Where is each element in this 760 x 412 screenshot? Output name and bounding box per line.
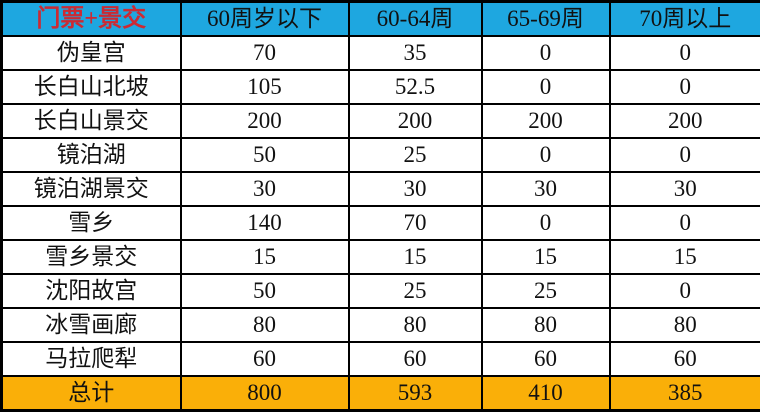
total-value-cell: 385 xyxy=(610,376,760,411)
value-cell: 35 xyxy=(349,36,482,70)
value-cell: 0 xyxy=(610,206,760,240)
age-group-header-cell: 60周岁以下 xyxy=(181,2,349,36)
value-cell: 0 xyxy=(482,206,610,240)
value-cell: 80 xyxy=(610,308,760,342)
row-label-cell: 雪乡景交 xyxy=(2,240,181,274)
row-label-cell: 伪皇宫 xyxy=(2,36,181,70)
value-cell: 52.5 xyxy=(349,70,482,104)
value-cell: 30 xyxy=(181,172,349,206)
value-cell: 0 xyxy=(610,36,760,70)
age-group-header-cell: 70周以上 xyxy=(610,2,760,36)
value-cell: 30 xyxy=(482,172,610,206)
row-label-cell: 镜泊湖 xyxy=(2,138,181,172)
value-cell: 200 xyxy=(349,104,482,138)
age-group-header-cell: 65-69周 xyxy=(482,2,610,36)
value-cell: 200 xyxy=(610,104,760,138)
value-cell: 0 xyxy=(482,70,610,104)
row-label-cell: 长白山北坡 xyxy=(2,70,181,104)
value-cell: 25 xyxy=(349,138,482,172)
value-cell: 200 xyxy=(181,104,349,138)
value-cell: 140 xyxy=(181,206,349,240)
value-cell: 80 xyxy=(349,308,482,342)
value-cell: 50 xyxy=(181,138,349,172)
corner-header-cell: 门票+景交 xyxy=(2,2,181,36)
value-cell: 105 xyxy=(181,70,349,104)
value-cell: 80 xyxy=(482,308,610,342)
value-cell: 80 xyxy=(181,308,349,342)
value-cell: 30 xyxy=(349,172,482,206)
value-cell: 0 xyxy=(610,70,760,104)
value-cell: 15 xyxy=(610,240,760,274)
value-cell: 0 xyxy=(482,36,610,70)
value-cell: 15 xyxy=(349,240,482,274)
value-cell: 60 xyxy=(181,342,349,376)
row-label-cell: 马拉爬犁 xyxy=(2,342,181,376)
value-cell: 30 xyxy=(610,172,760,206)
row-label-cell: 镜泊湖景交 xyxy=(2,172,181,206)
value-cell: 200 xyxy=(482,104,610,138)
value-cell: 50 xyxy=(181,274,349,308)
value-cell: 25 xyxy=(482,274,610,308)
row-label-cell: 沈阳故宫 xyxy=(2,274,181,308)
value-cell: 0 xyxy=(610,138,760,172)
value-cell: 25 xyxy=(349,274,482,308)
totals-label-cell: 总计 xyxy=(2,376,181,411)
value-cell: 0 xyxy=(482,138,610,172)
row-label-cell: 雪乡 xyxy=(2,206,181,240)
total-value-cell: 593 xyxy=(349,376,482,411)
row-label-cell: 长白山景交 xyxy=(2,104,181,138)
value-cell: 15 xyxy=(181,240,349,274)
total-value-cell: 410 xyxy=(482,376,610,411)
value-cell: 60 xyxy=(349,342,482,376)
age-group-header-cell: 60-64周 xyxy=(349,2,482,36)
value-cell: 70 xyxy=(349,206,482,240)
value-cell: 60 xyxy=(482,342,610,376)
value-cell: 15 xyxy=(482,240,610,274)
row-label-cell: 冰雪画廊 xyxy=(2,308,181,342)
value-cell: 0 xyxy=(610,274,760,308)
total-value-cell: 800 xyxy=(181,376,349,411)
value-cell: 60 xyxy=(610,342,760,376)
value-cell: 70 xyxy=(181,36,349,70)
